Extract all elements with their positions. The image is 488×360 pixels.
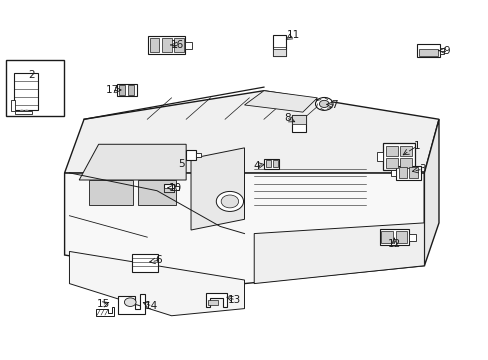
Bar (400, 146, 412, 156)
Bar (264, 159, 279, 169)
Text: 4: 4 (253, 161, 260, 171)
Bar (174, 186, 179, 190)
Circle shape (216, 192, 243, 211)
Bar (418, 49, 437, 56)
Bar (149, 38, 159, 53)
Bar (174, 38, 183, 53)
Bar (380, 230, 392, 243)
Bar (383, 143, 414, 170)
Polygon shape (89, 180, 132, 205)
Polygon shape (254, 223, 424, 284)
Text: 9: 9 (442, 46, 448, 56)
Polygon shape (118, 294, 144, 314)
Bar (398, 167, 407, 178)
Polygon shape (137, 180, 176, 205)
Polygon shape (64, 173, 424, 284)
Polygon shape (96, 307, 114, 316)
Polygon shape (424, 119, 438, 266)
Circle shape (124, 298, 136, 306)
Bar (14, 73, 38, 111)
Bar (266, 160, 271, 167)
Polygon shape (205, 293, 227, 307)
Bar (400, 158, 412, 168)
Bar (379, 229, 408, 245)
Bar (377, 153, 383, 161)
Bar (439, 48, 443, 54)
Text: 3: 3 (418, 164, 425, 174)
Bar (6, 60, 63, 116)
Text: 16: 16 (171, 40, 184, 50)
Circle shape (20, 110, 24, 112)
Text: 14: 14 (144, 301, 158, 311)
Bar (272, 35, 286, 56)
Polygon shape (191, 148, 244, 230)
Bar (291, 115, 305, 124)
Bar (408, 167, 417, 178)
Bar (416, 44, 439, 58)
Polygon shape (69, 251, 244, 316)
Text: 10: 10 (168, 183, 182, 193)
Circle shape (315, 98, 332, 111)
Bar (11, 100, 15, 111)
Text: 6: 6 (155, 255, 162, 265)
Bar (408, 234, 415, 241)
Circle shape (319, 100, 328, 108)
Bar (207, 300, 217, 305)
Circle shape (221, 195, 238, 208)
Bar (184, 42, 192, 49)
Text: 15: 15 (97, 299, 110, 309)
Bar (15, 111, 32, 114)
Bar (395, 230, 407, 243)
Bar (390, 170, 395, 176)
Bar (163, 188, 174, 192)
Text: 8: 8 (284, 113, 290, 123)
Polygon shape (79, 144, 186, 180)
Bar (119, 85, 125, 95)
Text: 17: 17 (105, 85, 119, 95)
Text: 1: 1 (413, 141, 420, 151)
Bar (148, 36, 184, 54)
Bar (385, 146, 397, 156)
Bar (116, 84, 137, 96)
Text: 7: 7 (330, 100, 337, 110)
Text: 12: 12 (387, 239, 400, 249)
Bar (127, 85, 134, 95)
Bar (272, 160, 277, 167)
Text: 2: 2 (29, 69, 35, 80)
Polygon shape (244, 91, 317, 112)
Bar (185, 150, 196, 160)
Bar (395, 166, 421, 180)
Text: 5: 5 (178, 159, 184, 169)
Bar (162, 38, 171, 53)
Polygon shape (64, 91, 438, 173)
Bar (163, 184, 174, 192)
Bar (196, 153, 201, 157)
Bar (272, 49, 286, 56)
Circle shape (25, 110, 29, 112)
Bar (131, 253, 158, 272)
Text: 11: 11 (286, 30, 299, 40)
Bar (385, 158, 397, 168)
Text: 13: 13 (228, 295, 241, 305)
Bar (291, 115, 305, 132)
